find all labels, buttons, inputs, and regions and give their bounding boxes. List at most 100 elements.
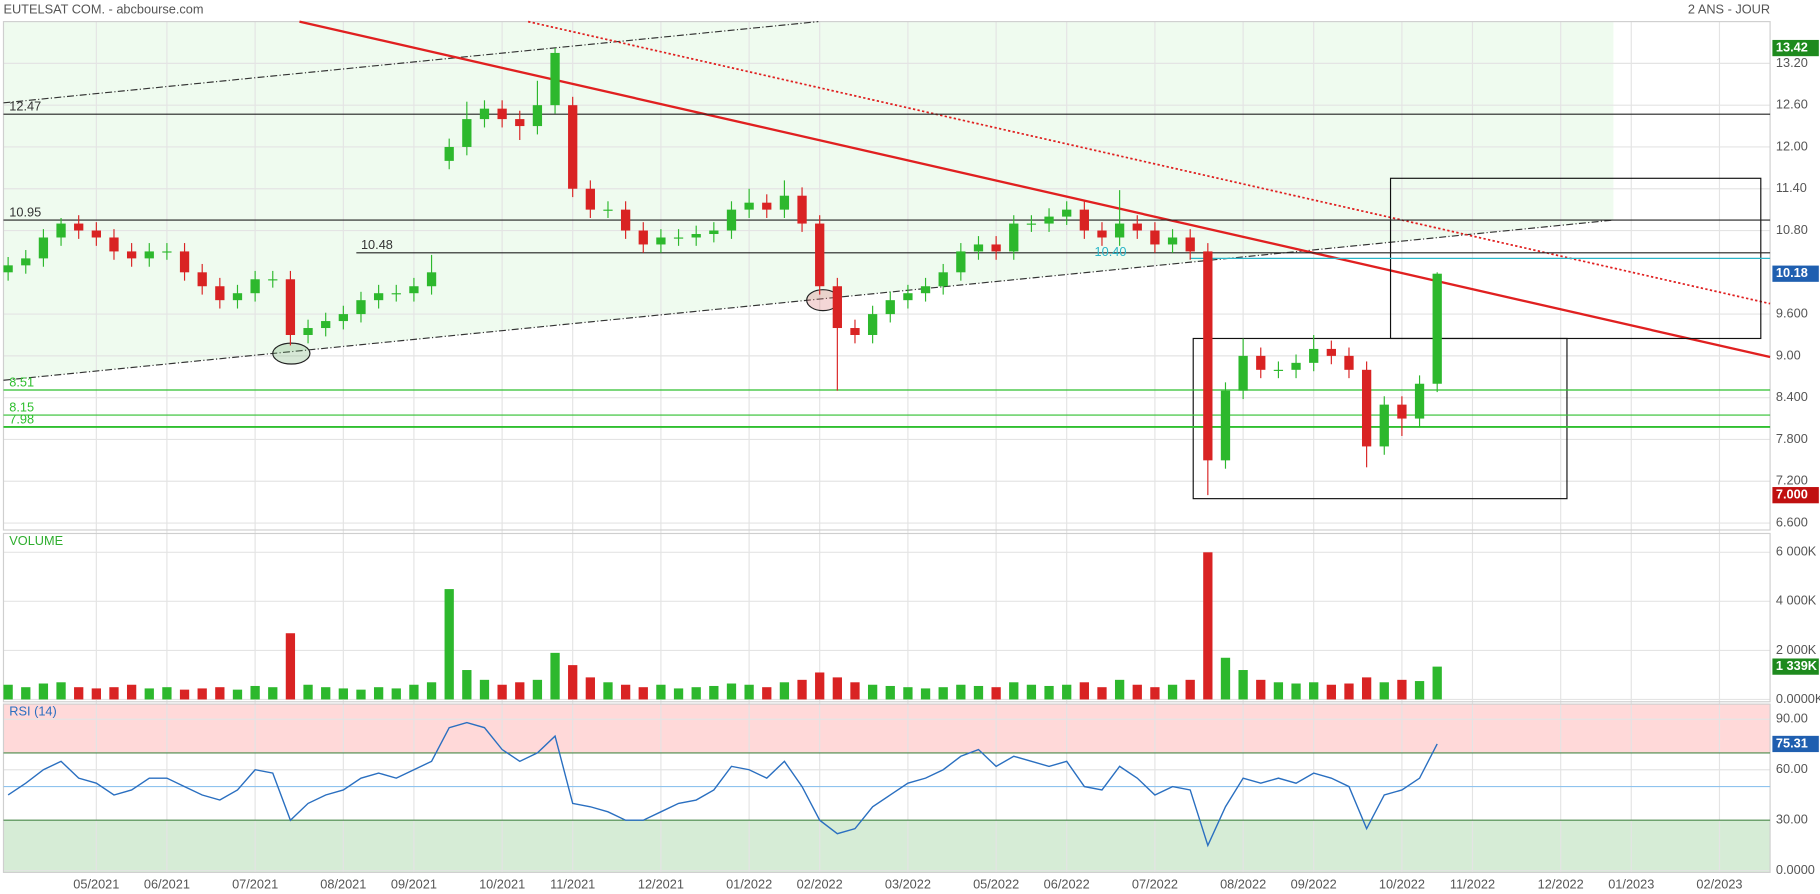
- volume-bar: [1361, 677, 1372, 700]
- candle-body: [109, 237, 119, 252]
- candle-body: [656, 237, 666, 245]
- candle-body: [232, 293, 243, 301]
- badge-label: 10.18: [1776, 265, 1808, 280]
- y-tick-label: 10.80: [1776, 222, 1808, 237]
- volume-bar: [303, 684, 313, 700]
- volume-bar: [162, 687, 172, 700]
- level-label: 7.98: [9, 411, 34, 426]
- candle-body: [691, 234, 701, 238]
- x-tick-label: 05/2021: [73, 877, 119, 892]
- candle-body: [21, 258, 31, 266]
- candle-body: [1114, 223, 1125, 238]
- x-tick-label: 06/2021: [144, 877, 190, 892]
- volume-bar: [656, 684, 666, 700]
- volume-bar: [321, 687, 331, 700]
- candle-body: [867, 314, 878, 335]
- volume-bar: [973, 685, 984, 700]
- volume-bar: [91, 688, 101, 700]
- level-label: 10.95: [9, 204, 41, 219]
- volume-bar: [867, 684, 878, 700]
- channel-shade: [3, 21, 1614, 381]
- volume-bar: [268, 687, 278, 700]
- candle-body: [409, 286, 419, 294]
- x-tick-label: 11/2022: [1450, 877, 1495, 892]
- y-tick-label: 2 000K: [1776, 642, 1817, 657]
- volume-bar: [1238, 670, 1248, 700]
- candle-body: [497, 108, 507, 120]
- y-tick-label: 7.800: [1776, 431, 1808, 446]
- volume-bar: [1344, 683, 1354, 700]
- x-tick-label: 02/2023: [1696, 877, 1742, 892]
- candle-body: [1009, 223, 1019, 252]
- y-tick-label: 30.00: [1776, 812, 1808, 827]
- volume-bar: [373, 687, 384, 700]
- volume-bar: [444, 589, 454, 700]
- panel-frame: [2, 21, 1771, 531]
- volume-bar: [3, 684, 13, 700]
- volume-bar: [585, 677, 595, 700]
- candle-body: [1185, 237, 1195, 252]
- x-tick-label: 03/2022: [885, 877, 931, 892]
- candle-body: [532, 105, 543, 127]
- y-tick-label: 7.200: [1776, 473, 1808, 488]
- volume-bar: [515, 682, 525, 700]
- volume-bar: [1203, 552, 1213, 700]
- candle-body: [1044, 216, 1054, 224]
- candle-body: [426, 272, 437, 287]
- candle-body: [744, 202, 754, 210]
- badge-label: 75.31: [1776, 735, 1808, 750]
- candle-body: [832, 286, 842, 329]
- candle-body: [303, 328, 313, 335]
- volume-bar: [1256, 679, 1266, 700]
- candle-body: [797, 195, 807, 224]
- volume-bar: [956, 684, 966, 700]
- x-tick-label: 10/2022: [1379, 877, 1425, 892]
- volume-bar: [56, 682, 66, 700]
- volume-bar: [215, 687, 225, 700]
- candle-body: [550, 52, 560, 106]
- level-label: 8.15: [9, 399, 34, 414]
- candle-body: [1256, 355, 1266, 370]
- volume-bar: [779, 682, 790, 700]
- volume-bar: [479, 679, 490, 700]
- candle-body: [1150, 230, 1160, 245]
- x-tick-label: 08/2022: [1220, 877, 1266, 892]
- x-tick-label: 07/2022: [1132, 877, 1178, 892]
- candle-body: [1397, 404, 1407, 419]
- y-tick-label: 12.60: [1776, 97, 1808, 112]
- volume-bar: [497, 684, 507, 700]
- price-badge: [1772, 39, 1819, 57]
- volume-bar: [603, 682, 613, 700]
- candle-body: [162, 251, 172, 253]
- candle-body: [991, 244, 1001, 252]
- candle-body: [268, 279, 278, 281]
- volume-bar: [709, 685, 719, 700]
- y-tick-label: 11.40: [1776, 180, 1807, 195]
- volume-bar: [197, 688, 207, 700]
- candle-body: [673, 237, 684, 239]
- candle-body: [1079, 209, 1089, 231]
- volume-bar: [1414, 681, 1425, 700]
- y-tick-label: 60.00: [1776, 761, 1808, 776]
- candle-body: [3, 265, 13, 273]
- volume-bar: [232, 689, 243, 700]
- volume-bar: [1397, 679, 1407, 700]
- x-tick-label: 06/2022: [1044, 877, 1090, 892]
- volume-bar: [885, 685, 895, 700]
- volume-bar: [1097, 687, 1107, 700]
- volume-bar: [1379, 682, 1389, 700]
- candle-body: [779, 195, 790, 210]
- candle-body: [956, 251, 966, 273]
- candle-body: [373, 293, 384, 301]
- volume-bar: [409, 684, 419, 700]
- volume-bar: [691, 687, 701, 700]
- candle-body: [197, 272, 207, 287]
- price-badge: [1772, 487, 1819, 504]
- candle-body: [938, 272, 948, 287]
- volume-bar: [1167, 684, 1178, 700]
- volume-bar: [797, 679, 807, 700]
- rsi-oversold-zone: [3, 820, 1771, 873]
- candle-body: [444, 146, 454, 161]
- candle-body: [973, 244, 984, 252]
- trend-line: [3, 21, 819, 104]
